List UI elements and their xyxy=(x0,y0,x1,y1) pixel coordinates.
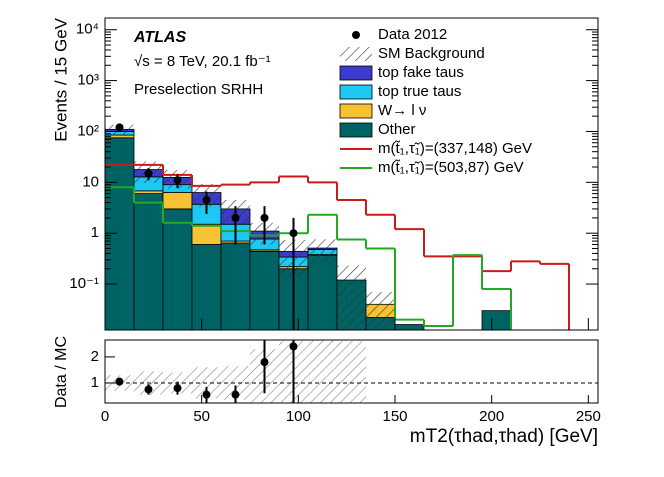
ratio-point xyxy=(231,390,240,399)
x-tick-label: 100 xyxy=(286,408,311,425)
legend-swatch xyxy=(339,103,373,119)
stack-bar xyxy=(249,250,280,330)
x-tick-label: 200 xyxy=(479,408,504,425)
y-tick-label: 1 xyxy=(91,224,99,241)
legend-swatch xyxy=(339,65,373,81)
ratio-point xyxy=(260,358,269,367)
legend-label: m(t̃₁,τ̃₁)=(503,87) GeV xyxy=(378,159,524,176)
data-point xyxy=(289,229,298,238)
data-point xyxy=(173,176,182,185)
data-point xyxy=(202,195,211,204)
legend-label: Other xyxy=(378,121,416,138)
energy-label: √s = 8 TeV, 20.1 fb⁻¹ xyxy=(134,53,271,70)
legend-swatch xyxy=(339,84,373,100)
region-label: Preselection SRHH xyxy=(134,81,263,98)
legend-label: m(t̃₁,τ̃₁)=(337,148) GeV xyxy=(378,140,532,157)
stack-bar xyxy=(220,242,251,330)
stack-bar xyxy=(162,192,193,210)
y-tick-label: 10⁻¹ xyxy=(69,275,99,292)
ratio-point xyxy=(144,385,153,394)
stack-bar xyxy=(162,208,193,330)
ratio-band xyxy=(308,340,337,403)
stack-bar xyxy=(133,193,164,330)
data-point xyxy=(260,213,269,222)
atlas-label: ATLAS xyxy=(133,29,186,46)
legend-label: Data 2012 xyxy=(378,26,447,43)
legend-swatch xyxy=(339,122,373,138)
frame xyxy=(104,17,599,331)
background-uncertainty xyxy=(366,291,395,330)
overlay: 10⁴ 10³ 10² 10 1 10⁻¹ 0 50 100 150 200 250 Events / … xyxy=(51,17,600,447)
stack-bar xyxy=(191,223,222,245)
stack-bar xyxy=(191,244,222,330)
legend-marker xyxy=(352,31,360,39)
legend-label: SM Background xyxy=(378,45,485,62)
y-tick-label: 10² xyxy=(77,122,99,139)
stack-bar xyxy=(133,190,164,195)
legend-label: top fake taus xyxy=(378,64,464,81)
data-point xyxy=(115,123,124,132)
legend-swatch xyxy=(340,47,372,61)
ratio-point xyxy=(202,390,211,399)
ratio-point xyxy=(289,342,298,351)
ratio-y-tick-label: 1 xyxy=(91,374,99,391)
ratio-plot xyxy=(105,340,598,403)
x-tick-label: 150 xyxy=(382,408,407,425)
ratio-band xyxy=(337,341,366,403)
stack-bar xyxy=(481,310,512,330)
y-tick-label: 10 xyxy=(82,173,99,190)
ratio-y-tick-label: 2 xyxy=(91,348,99,365)
ratio-y-label: Data / MC xyxy=(53,336,70,408)
stack-bar xyxy=(307,254,338,330)
ratio-point xyxy=(115,377,124,386)
x-tick-label: 250 xyxy=(576,408,601,425)
data-point xyxy=(231,213,240,222)
y-tick-label: 10⁴ xyxy=(76,21,99,38)
ratio-point xyxy=(173,384,182,393)
background-uncertainty xyxy=(337,265,366,330)
legend-label: W→ l ν xyxy=(378,102,426,119)
y-axis-label: Events / 15 GeV xyxy=(51,17,70,141)
data-point xyxy=(144,169,153,178)
main-plot xyxy=(105,123,570,330)
y-tick-label: 10³ xyxy=(77,72,99,89)
x-tick-label: 50 xyxy=(193,408,210,425)
x-tick-label: 0 xyxy=(101,408,109,425)
ratio-frame xyxy=(104,339,599,404)
background-uncertainty xyxy=(308,239,337,263)
legend-label: top true taus xyxy=(378,83,461,100)
x-axis-label: mT2(τhad,τhad) [GeV] xyxy=(410,426,598,447)
